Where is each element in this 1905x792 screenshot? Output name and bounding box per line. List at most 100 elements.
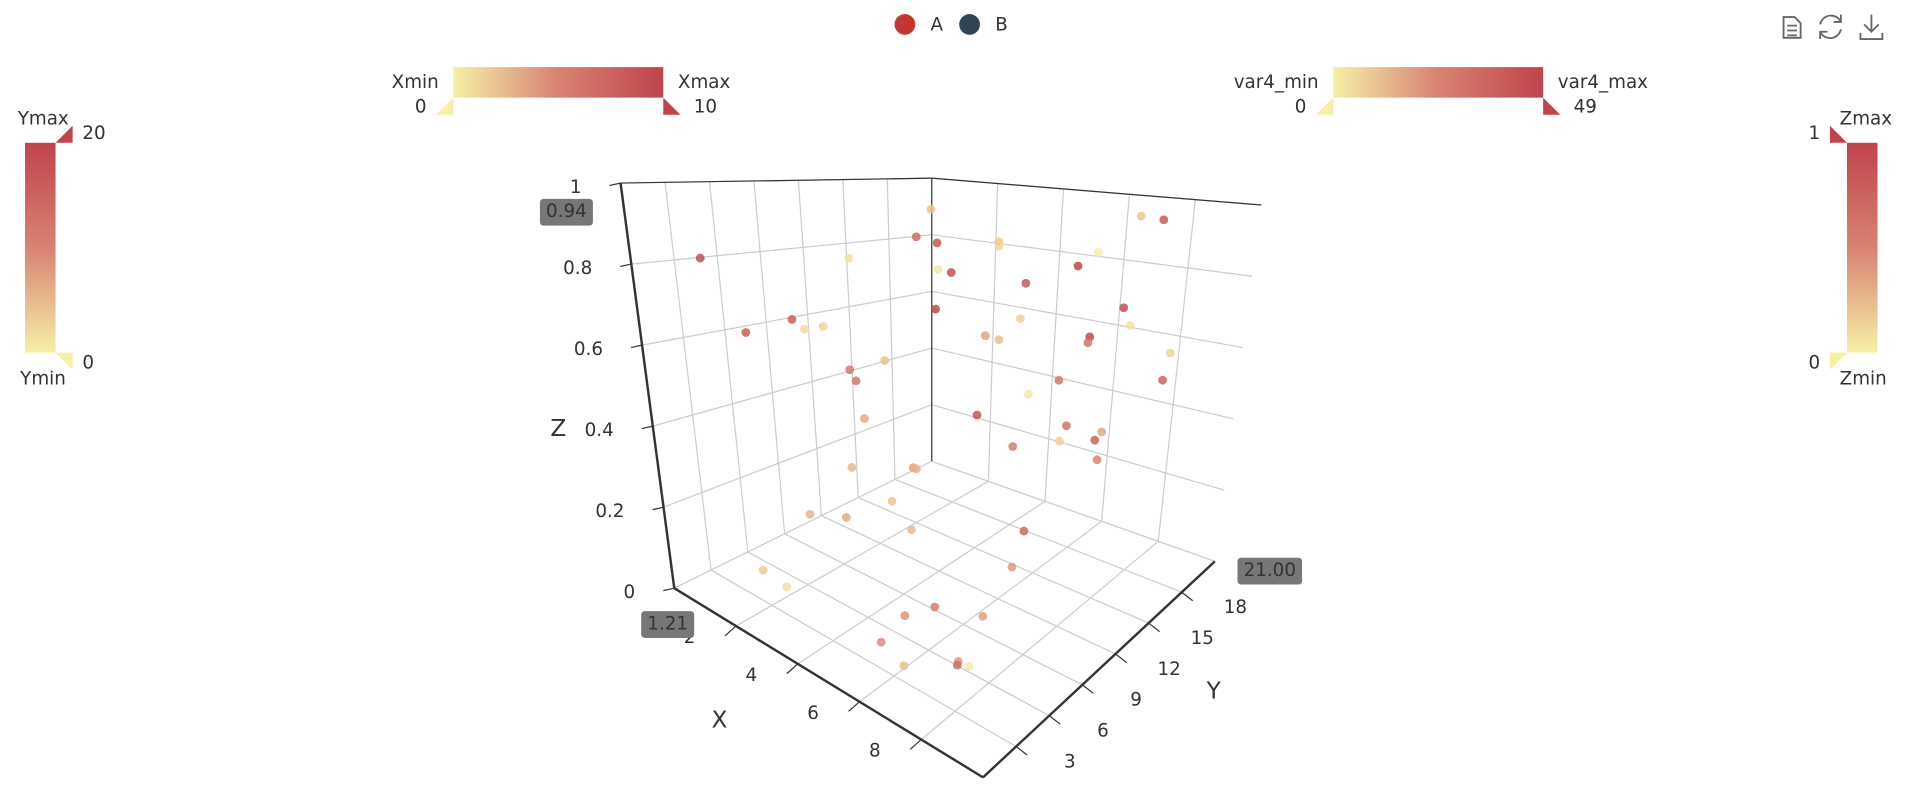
- point: [1062, 421, 1071, 431]
- icon[interactable]: [1819, 14, 1842, 40]
- point: [758, 565, 768, 575]
- point: [1119, 303, 1129, 313]
- point: [926, 204, 936, 214]
- legend-marker[interactable]: [894, 14, 916, 35]
- point: [933, 265, 943, 274]
- legend-label[interactable]: A: [931, 15, 944, 36]
- save-image-button[interactable]: [1859, 14, 1884, 40]
- point: [1024, 389, 1033, 399]
- point: [1090, 435, 1100, 445]
- y-tick-label: 15: [1191, 628, 1214, 649]
- grid-line: [842, 179, 859, 498]
- grid-line: [821, 515, 1116, 655]
- visual-map-handle[interactable]: [1829, 125, 1848, 143]
- grid-line: [931, 347, 1234, 420]
- grid-line: [931, 460, 1216, 562]
- legend-label[interactable]: B: [995, 15, 1008, 36]
- x-pointer-label-box: [641, 611, 695, 638]
- z-tick: [620, 263, 632, 268]
- grid-line: [859, 520, 1102, 703]
- visual-map-handle[interactable]: [1829, 352, 1848, 370]
- z-tick-label: 1: [570, 177, 582, 198]
- point: [860, 414, 869, 423]
- restore-button[interactable]: [1819, 14, 1842, 40]
- z-axis: [619, 182, 676, 589]
- visual-map-handle[interactable]: [1543, 97, 1561, 115]
- grid-line: [1101, 194, 1131, 522]
- point: [931, 304, 940, 314]
- point: [805, 509, 815, 519]
- grid-line: [641, 290, 932, 346]
- point: [978, 611, 988, 621]
- point: [741, 328, 751, 337]
- point: [1016, 314, 1025, 324]
- visual-map-min-value: 0: [415, 96, 427, 117]
- point: [907, 525, 916, 535]
- grid-line: [987, 183, 999, 482]
- visual-map-bar: [25, 142, 56, 353]
- point: [880, 356, 890, 365]
- point: [887, 496, 897, 506]
- point: [946, 268, 956, 277]
- y-tick: [1082, 684, 1094, 694]
- y-tick: [1181, 591, 1194, 602]
- grid-line: [931, 404, 1225, 491]
- grid-line: [931, 290, 1243, 349]
- x-axis-title: X: [711, 707, 727, 734]
- visual-map-min-label: Xmin: [392, 72, 439, 93]
- visual-map-handle[interactable]: [55, 352, 73, 370]
- visual-map-handle[interactable]: [55, 125, 73, 143]
- y-axis-title: Y: [1206, 677, 1222, 704]
- visual-map-handle[interactable]: [436, 97, 454, 115]
- point: [818, 322, 828, 331]
- z-tick-label: 0.4: [585, 420, 614, 441]
- grid-line: [710, 569, 1017, 748]
- point: [1083, 338, 1093, 348]
- point: [932, 238, 942, 248]
- icon[interactable]: [1782, 16, 1802, 39]
- point: [952, 660, 962, 670]
- grid-line: [631, 234, 932, 265]
- grid-line: [747, 551, 1050, 717]
- point: [841, 513, 851, 522]
- point: [972, 410, 982, 420]
- x-pointer-label-text: 1.21: [647, 614, 688, 635]
- visual-map-handle[interactable]: [663, 97, 681, 115]
- x-tick: [848, 701, 860, 712]
- box-edge: [931, 177, 1262, 206]
- point: [964, 661, 974, 671]
- visual-map-max-label: var4_max: [1558, 72, 1648, 93]
- legend-marker[interactable]: [959, 14, 980, 35]
- point: [1019, 526, 1029, 536]
- visual-map-min-value: 0: [82, 353, 94, 374]
- z-tick-label: 0.2: [595, 501, 624, 522]
- point: [1021, 278, 1031, 288]
- icon[interactable]: [1859, 14, 1884, 40]
- point: [800, 324, 809, 334]
- point: [1007, 562, 1017, 572]
- visual-map-max-label: Ymax: [17, 109, 69, 130]
- x-tick-label: 8: [869, 741, 881, 762]
- point: [844, 253, 854, 263]
- z-tick: [609, 182, 621, 187]
- visual-map-min-label: var4_min: [1234, 72, 1319, 93]
- visual-map-handle[interactable]: [1316, 97, 1334, 115]
- visual-map-max-value: 1: [1809, 123, 1821, 144]
- x-tick-label: 6: [807, 703, 819, 724]
- grid-line: [920, 540, 1159, 740]
- visual-map-min-label: Zmin: [1840, 369, 1887, 390]
- x-pointer-label: 1.21: [641, 611, 695, 638]
- point: [912, 464, 921, 474]
- data-view-button[interactable]: [1782, 16, 1802, 39]
- point: [1054, 436, 1064, 446]
- y-tick: [1148, 622, 1160, 633]
- grid-line: [663, 404, 932, 508]
- z-tick-label: 0.6: [574, 339, 603, 360]
- visual-map-min-value: 0: [1295, 96, 1307, 117]
- y-tick-label: 9: [1130, 690, 1142, 711]
- grid-line: [797, 180, 823, 516]
- y-axis: [982, 560, 1216, 779]
- z-pointer-label-text: 0.94: [546, 201, 587, 222]
- visual-map-bar: [453, 67, 664, 98]
- point: [782, 582, 792, 592]
